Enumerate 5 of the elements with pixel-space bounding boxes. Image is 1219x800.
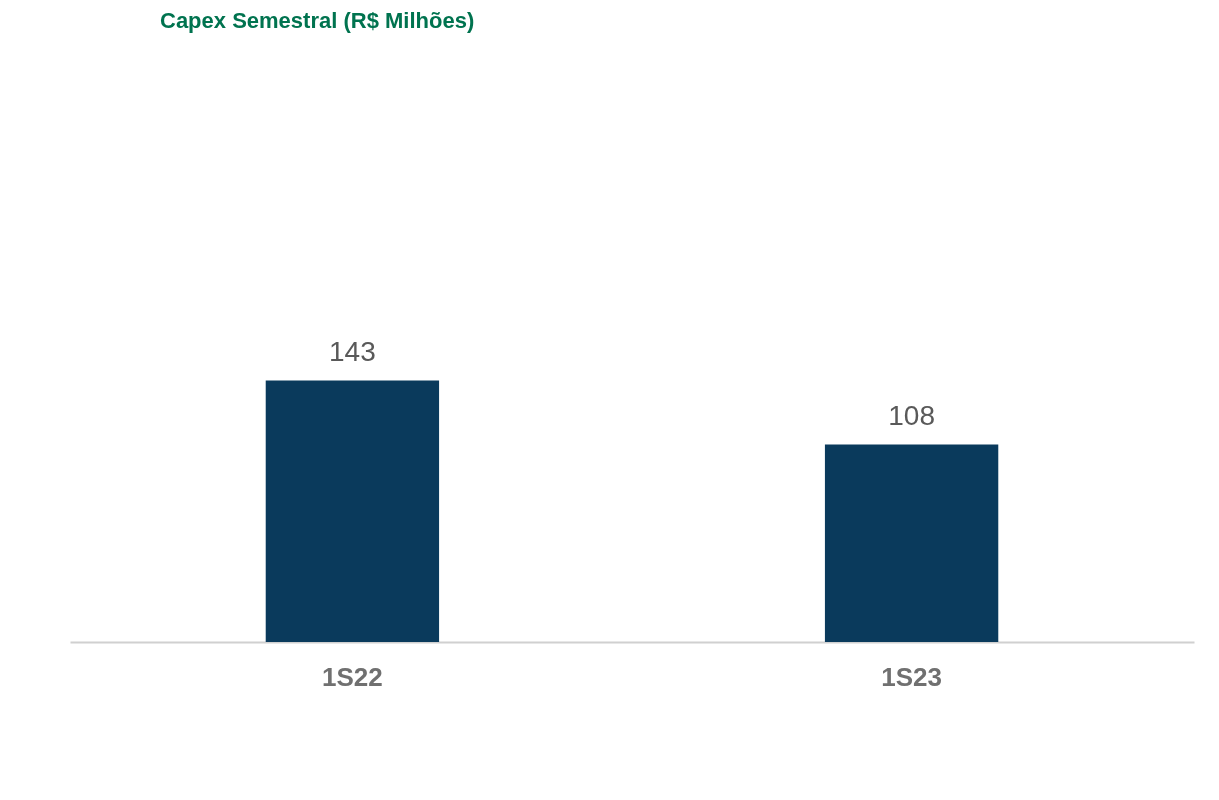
x-tick-label: 1S23 xyxy=(881,661,942,692)
data-label: 143 xyxy=(329,335,376,367)
chart-title: Capex Semestral (R$ Milhões) xyxy=(160,8,475,33)
x-tick-label: 1S22 xyxy=(322,661,383,692)
data-label: 108 xyxy=(888,399,935,431)
